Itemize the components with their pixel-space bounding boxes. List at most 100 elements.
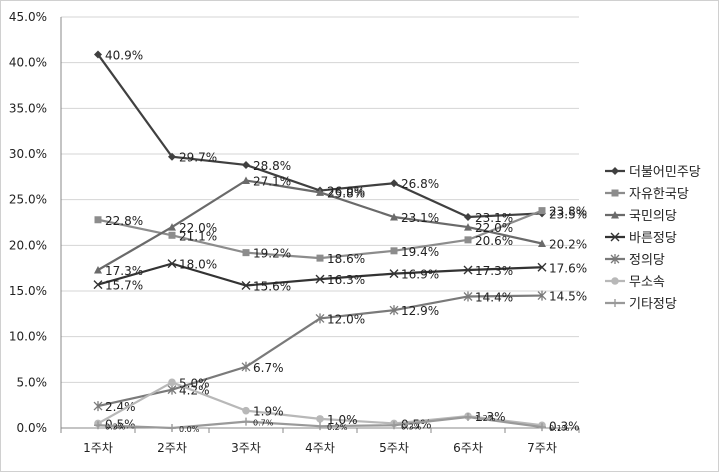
data-label: 14.4% [475,290,513,304]
data-point [94,50,102,59]
legend-swatch-marker [611,189,619,197]
data-label: 12.9% [401,304,439,318]
legend-swatch-marker [611,167,619,175]
data-point [94,216,102,224]
data-label: 17.3% [475,264,513,278]
data-point [242,176,250,184]
data-point [390,213,398,221]
data-label: 25.8% [327,186,365,200]
data-label: 0.3% [549,419,580,433]
data-point [315,313,325,324]
data-point [316,254,324,262]
x-tick-label: 2주차 [157,441,187,455]
data-point [390,421,398,430]
y-tick-label: 35.0% [9,101,47,115]
data-label: 26.0% [327,185,365,199]
legend-swatch-marker [610,254,620,264]
data-label: 19.2% [253,247,291,261]
data-point [316,415,324,423]
y-tick-label: 15.0% [9,284,47,298]
data-label: 0.3% [401,422,422,431]
data-point [168,424,176,432]
data-point [167,384,177,395]
data-label: 22.0% [179,221,217,235]
data-label: 12.0% [327,312,365,326]
x-tick-label: 5주차 [379,441,409,455]
y-tick-label: 25.0% [9,193,47,207]
data-point [537,262,547,272]
legend-swatch-marker [611,211,619,219]
data-label: 1.0% [327,413,358,427]
y-tick-label: 45.0% [9,10,47,24]
y-tick-label: 0.0% [17,421,48,435]
legend-entry: 바른정당 [629,231,677,246]
data-point [168,231,176,239]
data-point [93,401,103,412]
data-point [168,152,176,161]
data-label: 27.1% [253,174,291,188]
data-point [167,259,177,269]
data-label: 2.4% [105,400,136,414]
data-label: 29.7% [179,151,217,165]
data-point [168,223,176,231]
data-label: 18.6% [327,252,365,266]
x-tick-label: 4주차 [305,441,335,455]
data-label: 0.1% [549,424,570,433]
legend-swatch-marker [611,299,619,307]
data-point [538,207,546,215]
legend-entry: 더불어민주당 [629,165,701,180]
data-label: 40.9% [105,48,143,62]
data-label: 20.6% [475,234,513,248]
data-label: 23.1% [475,211,513,225]
data-label: 20.2% [549,238,587,252]
y-tick-label: 40.0% [9,56,47,70]
data-point [464,223,472,231]
data-point [390,179,398,188]
data-point [538,423,546,432]
data-point [464,213,472,222]
data-point [316,188,324,196]
y-tick-label: 20.0% [9,238,47,252]
data-point [464,413,472,422]
data-label: 5.0% [179,376,210,390]
data-point [242,406,250,415]
legend-entry: 무소속 [629,275,665,290]
legend-swatch-marker [610,232,620,242]
data-label: 22.0% [475,221,513,235]
data-point [94,421,102,430]
data-point [241,361,251,372]
data-point [463,265,473,275]
data-point [390,247,398,255]
data-label: 22.8% [105,214,143,228]
data-point [316,422,324,431]
data-point [242,160,250,169]
data-label: 1.2% [475,414,496,423]
data-point [389,269,399,279]
data-label: 16.3% [327,273,365,287]
legend-entry: 기타정당 [629,297,677,312]
data-label: 0.7% [253,419,274,428]
data-label: 16.9% [401,268,439,282]
data-label: 23.1% [401,211,439,225]
data-label: 0.3% [105,422,126,431]
data-label: 26.8% [401,177,439,191]
data-label: 6.7% [253,361,284,375]
data-point [168,378,176,387]
data-label: 15.7% [105,279,143,293]
data-point [94,265,102,274]
y-tick-label: 30.0% [9,147,47,161]
y-tick-label: 10.0% [9,330,47,344]
data-label: 28.8% [253,159,291,173]
data-label: 21.1% [179,229,217,243]
data-label: 17.6% [549,261,587,275]
data-label: 0.5% [105,417,136,431]
data-point [463,291,473,302]
data-label: 17.3% [105,264,143,278]
data-label: 23.5% [549,207,587,221]
data-label: 14.5% [549,290,587,304]
data-point [93,280,103,290]
x-tick-label: 3주차 [231,441,261,455]
legend-entry: 국민의당 [629,209,677,224]
data-point [538,239,546,248]
